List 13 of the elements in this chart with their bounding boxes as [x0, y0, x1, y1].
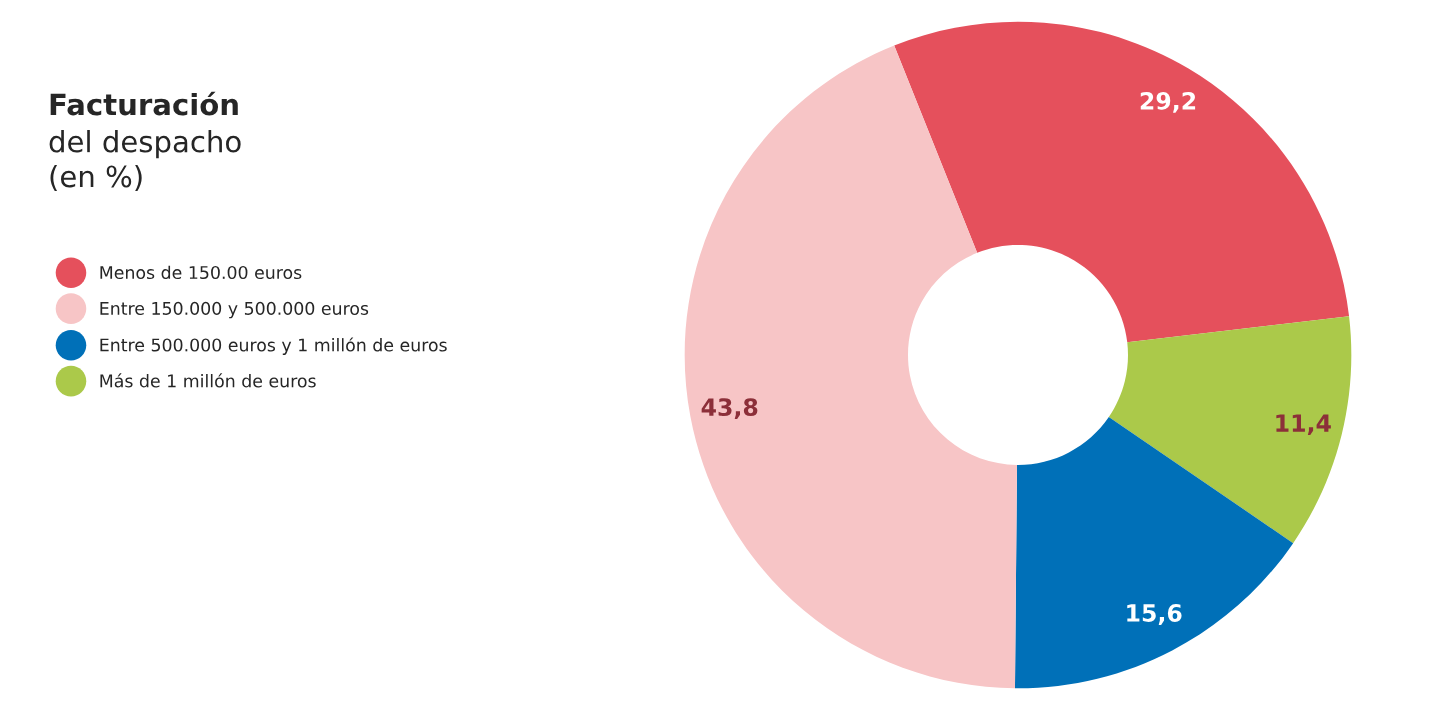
- text: Facturación: [50, 91, 238, 116]
- data-label: 29,2: [1140, 91, 1196, 113]
- donut-slice: [894, 21, 1350, 343]
- donut-slice: [684, 45, 1017, 689]
- data-label: 43,8: [701, 398, 758, 420]
- data-label: 11,4: [1276, 414, 1331, 436]
- text: del despacho (en %): [49, 130, 241, 191]
- legend-label: Menos de 150.00 euros: [100, 265, 302, 280]
- legend-label: Más de 1 millón de euros: [100, 373, 316, 388]
- donut-slice: [1108, 316, 1352, 544]
- legend-label: Entre 500.000 euros y 1 millón de euros: [100, 337, 447, 355]
- legend-label: Entre 150.000 y 500.000 euros: [100, 301, 369, 319]
- data-label: 15,6: [1127, 604, 1182, 625]
